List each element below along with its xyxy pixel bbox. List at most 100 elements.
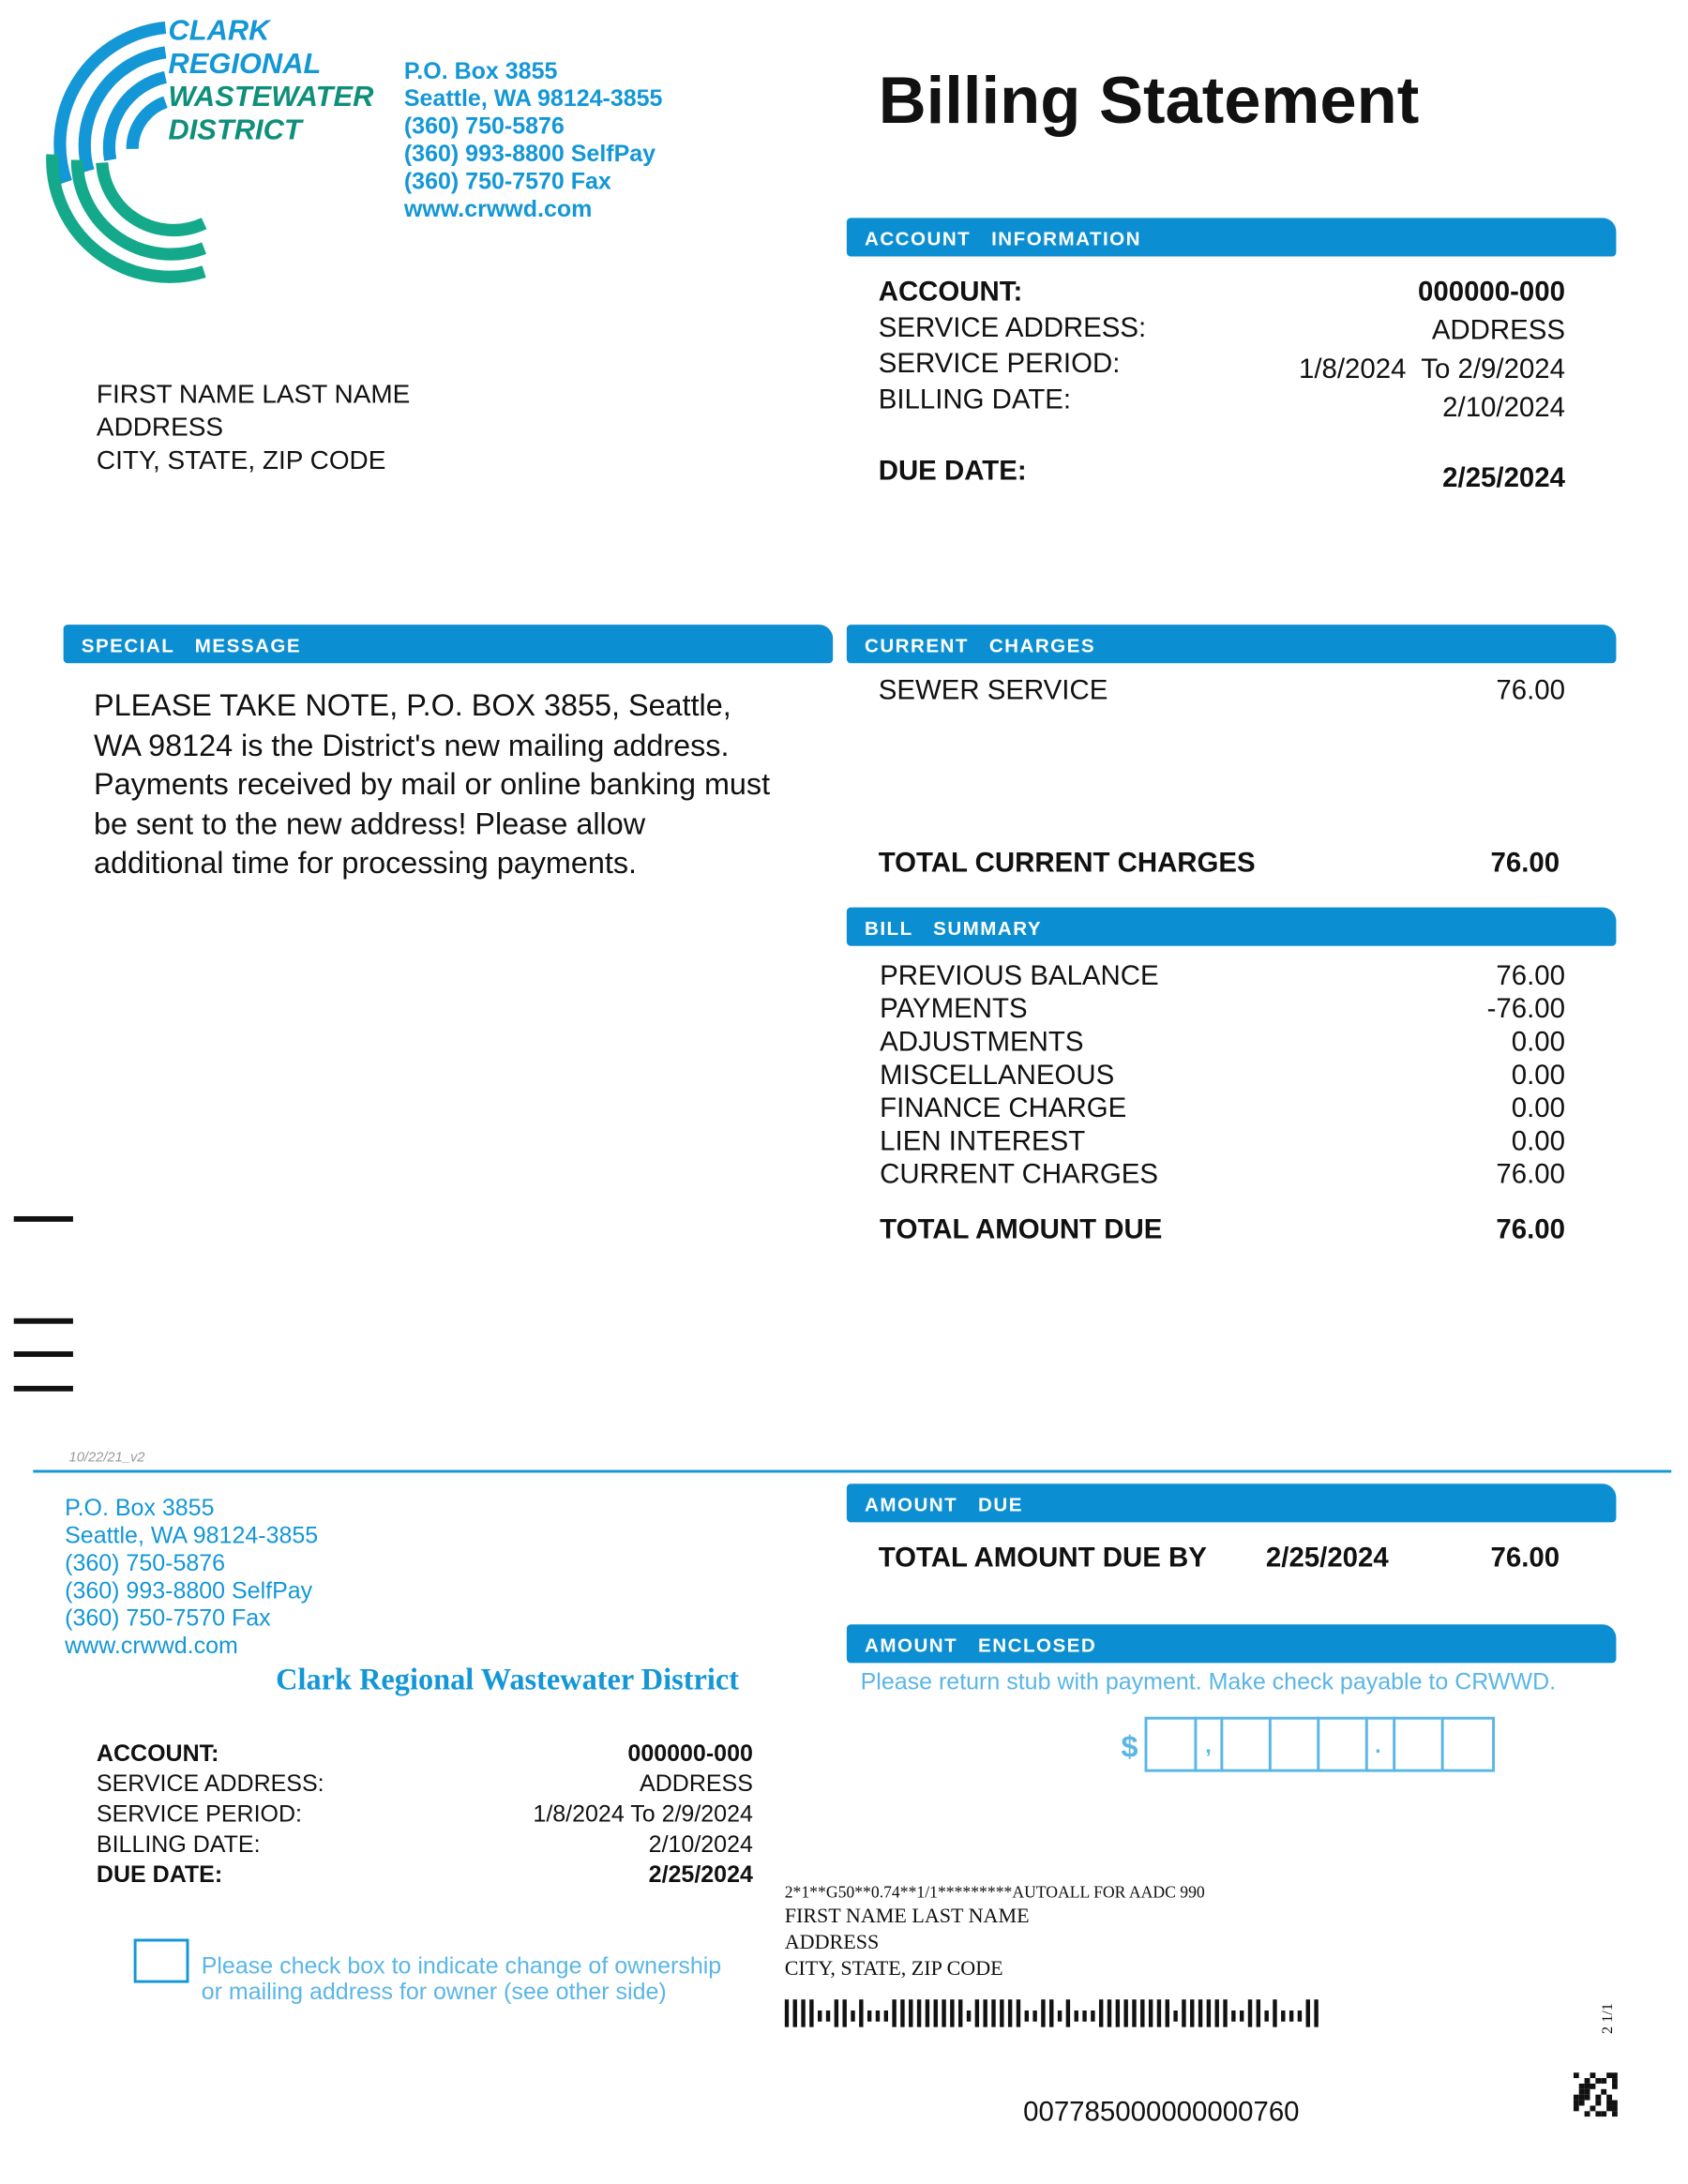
barcode-bar [801, 1999, 806, 2027]
account-label: SERVICE ADDRESS: [878, 312, 1147, 344]
barcode-bar [818, 2010, 822, 2022]
company-name: Clark Regional Wastewater District [276, 1661, 739, 1696]
stub-label: DUE DATE: [96, 1861, 223, 1889]
code-cell [1612, 2072, 1618, 2079]
code-cell [1606, 2100, 1613, 2106]
barcode-bar [1123, 1999, 1128, 2027]
summary-label: ADJUSTMENTS [880, 1027, 1084, 1058]
barcode-bar [1182, 1999, 1186, 2027]
separator: . [1375, 1734, 1381, 1758]
barcode-bar [1273, 1999, 1277, 2027]
barcode-bar [1247, 1999, 1253, 2027]
summary-value: 76.00 [1496, 1159, 1566, 1191]
version: 10/22/21_v2 [68, 1450, 145, 1467]
code-cell [1578, 2100, 1585, 2106]
barcode [784, 1999, 1319, 2027]
code-cell [1584, 2088, 1590, 2095]
barcode-bar [1024, 2010, 1029, 2022]
code-cell [1595, 2078, 1602, 2084]
mailing-line: FIRST NAME LAST NAME [784, 1905, 1030, 1928]
barcode-bar [991, 1999, 996, 2027]
amount-box[interactable] [1194, 1716, 1221, 1772]
separator: , [1205, 1734, 1212, 1758]
code-cell [1612, 2100, 1618, 2106]
summary-total-label: TOTAL AMOUNT DUE [880, 1214, 1163, 1245]
code-cell [1601, 2111, 1607, 2117]
scan-line: 007785000000000760 [1023, 2097, 1300, 2128]
barcode-bar [859, 1999, 864, 2027]
section-header: SPECIAL MESSAGE [63, 625, 834, 664]
summary-value: 0.00 [1511, 1093, 1566, 1124]
code-cell [1612, 2083, 1618, 2089]
code-cell [1606, 2072, 1613, 2079]
code-cell [1606, 2094, 1613, 2101]
logo-text: REGIONAL [168, 48, 322, 81]
stub-contact-line: (360) 750-7570 Fax [65, 1604, 271, 1632]
stub-value: 1/8/2024 To 2/9/2024 [533, 1800, 753, 1828]
margin-mark [13, 1318, 73, 1324]
section-header: AMOUNT ENCLOSED [846, 1624, 1617, 1664]
barcode-bar [933, 1999, 938, 2027]
amount-box[interactable] [1440, 1716, 1496, 1772]
barcode-bar [834, 1999, 839, 2027]
ownership-checkbox[interactable] [133, 1938, 189, 1983]
recipient-line: ADDRESS [96, 414, 224, 444]
barcode-bar [1148, 1999, 1153, 2027]
code-cell [1584, 2078, 1590, 2084]
code-cell [1612, 2105, 1618, 2112]
barcode-bar [1297, 2010, 1303, 2022]
barcode-bar [1065, 1999, 1071, 2027]
code-cell [1573, 2105, 1579, 2112]
stub-label: SERVICE PERIOD: [96, 1800, 302, 1828]
charge-label: SEWER SERVICE [878, 675, 1108, 706]
margin-mark [13, 1215, 73, 1222]
barcode-bar [1115, 1999, 1121, 2027]
amount-box[interactable] [1364, 1716, 1394, 1772]
barcode-bar [966, 2010, 972, 2022]
summary-total-value: 76.00 [1496, 1214, 1566, 1245]
barcode-bar [1190, 1999, 1195, 2027]
barcode-bar [1049, 1999, 1054, 2027]
summary-value: 76.00 [1496, 960, 1566, 992]
stub-label: ACCOUNT: [96, 1740, 219, 1767]
section-header: CURRENT CHARGES [846, 625, 1617, 664]
amount-due-value: 76.00 [1490, 1543, 1560, 1574]
code-cell [1595, 2111, 1602, 2117]
barcode-bar [1041, 1999, 1046, 2027]
barcode-bar [1305, 1999, 1310, 2027]
contact-line: (360) 750-7570 Fax [403, 168, 611, 195]
amount-due-label: TOTAL AMOUNT DUE BY [878, 1543, 1207, 1574]
code-cell [1578, 2094, 1585, 2101]
amount-box[interactable] [1317, 1716, 1365, 1772]
barcode-bar [1016, 1999, 1021, 2027]
barcode-bar [950, 1999, 955, 2027]
account-value: 000000-000 [1417, 277, 1566, 308]
mailing-line: CITY, STATE, ZIP CODE [784, 1958, 1003, 1981]
code-cell [1573, 2100, 1579, 2106]
barcode-bar [1214, 1999, 1219, 2027]
stub-contact-line: www.crwwd.com [65, 1633, 238, 1660]
recipient-line: CITY, STATE, ZIP CODE [96, 446, 386, 476]
code-cell [1590, 2105, 1596, 2112]
summary-value: 0.00 [1511, 1126, 1566, 1157]
logo-text: DISTRICT [168, 114, 302, 146]
instruction: Please return stub with payment. Make ch… [860, 1668, 1557, 1695]
summary-label: LIEN INTEREST [880, 1126, 1086, 1157]
contact-line: (360) 993-8800 SelfPay [403, 140, 656, 167]
summary-label: FINANCE CHARGE [880, 1093, 1127, 1124]
code-cell [1573, 2094, 1579, 2101]
barcode-bar [1173, 2010, 1178, 2022]
amount-box[interactable] [1268, 1716, 1318, 1772]
barcode-bar [1156, 1999, 1162, 2027]
code-cell [1584, 2083, 1590, 2089]
barcode-bar [875, 2010, 881, 2022]
barcode-bar [1107, 1999, 1112, 2027]
amount-box[interactable] [1393, 1716, 1441, 1772]
code-cell [1612, 2078, 1618, 2084]
mailing-line: 2*1**G50**0.74**1/1*********AUTOALL FOR … [784, 1882, 1205, 1902]
amount-box[interactable] [1220, 1716, 1269, 1772]
barcode-bar [1074, 2010, 1078, 2022]
amount-box[interactable] [1144, 1716, 1195, 1772]
barcode-bar [1231, 2010, 1236, 2022]
